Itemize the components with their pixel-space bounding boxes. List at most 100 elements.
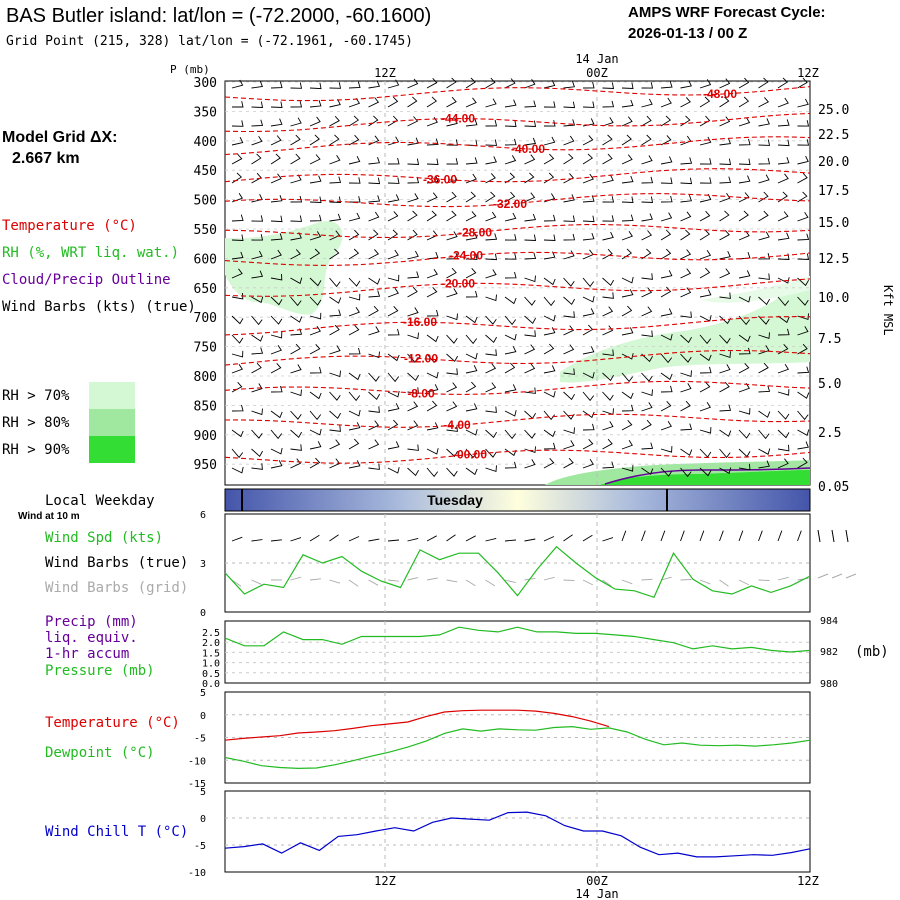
wind-barb-1-23 xyxy=(680,97,691,108)
wind-barb-4-13 xyxy=(485,156,497,165)
wind-barb-16-22 xyxy=(660,385,673,393)
wind-barb-11-11 xyxy=(446,288,458,298)
wind-barb-15-14 xyxy=(504,362,516,374)
kft-tick-6: 10.0 xyxy=(818,291,849,306)
wind-barb-4-4 xyxy=(309,154,321,165)
wind-barb-7-23 xyxy=(680,211,692,222)
wind-barb-18-27 xyxy=(758,429,770,440)
wind-barb-14-14 xyxy=(504,346,517,355)
wind-barb-1-9 xyxy=(407,96,418,108)
wind-barb-2-6 xyxy=(348,115,360,127)
wind-barb-15-0 xyxy=(231,363,243,374)
wind-barb-12-10 xyxy=(426,309,439,317)
weekday-band: Tuesday xyxy=(224,488,811,512)
wind-barb-4-20 xyxy=(621,154,633,165)
temperature-label: Temperature (°C) xyxy=(45,715,180,731)
wind-barb-15-25 xyxy=(719,364,731,374)
wind-barb-11-21 xyxy=(641,287,653,298)
wind-barb-3-16 xyxy=(543,136,556,146)
rh-level-label-0: RH > 70% xyxy=(2,388,70,404)
wind-barb-1-15 xyxy=(524,100,537,108)
wind-barb-10-9 xyxy=(407,271,420,279)
wind-barb-4-19 xyxy=(602,153,613,165)
wind-barb-20-22 xyxy=(660,467,673,477)
wind-barb-14-2 xyxy=(270,344,282,355)
wind-barb-0-6 xyxy=(348,81,361,89)
wind-barb-14-12 xyxy=(465,352,478,360)
wind-barb-17-25 xyxy=(719,404,732,412)
wind-barb-1-17 xyxy=(563,101,576,109)
wind-barb-3-3 xyxy=(290,134,301,146)
wind-barb-0-28 xyxy=(777,77,789,89)
wind-barb-3-21 xyxy=(641,134,652,146)
model-grid-label: Model Grid ΔX: xyxy=(2,129,118,146)
pressure-line xyxy=(224,626,811,653)
wind-barb-4-3 xyxy=(290,153,301,165)
wind-barb-19-25 xyxy=(719,448,731,459)
surface-barb-true-12 xyxy=(465,535,476,542)
wind-barb-16-23 xyxy=(680,383,692,393)
wind-barb-10-26 xyxy=(738,270,751,279)
wind-barb-10-22 xyxy=(660,270,673,279)
wind-barb-17-23 xyxy=(680,400,691,412)
surface-barb-true-8 xyxy=(387,539,400,542)
wind-barb-7-17 xyxy=(563,215,576,222)
temperature-contour-1 xyxy=(224,112,811,133)
kft-tick-3: 17.5 xyxy=(818,184,849,199)
wind-barb-6-18 xyxy=(582,195,595,203)
barb-overflow-true-1 xyxy=(831,529,835,543)
wind-barb-9-26 xyxy=(738,252,751,260)
pressure-unit: (mb) xyxy=(855,644,889,660)
wind-barb-3-18 xyxy=(582,135,594,146)
kft-axis-label: Kft MSL xyxy=(881,285,895,336)
wind-barb-4-24 xyxy=(699,158,712,165)
wind-barb-5-23 xyxy=(680,177,693,185)
rh-swatch-2 xyxy=(89,436,135,463)
wind-barb-14-29 xyxy=(797,343,808,355)
wind-barb-17-11 xyxy=(446,401,458,412)
wind-barb-0-22 xyxy=(660,81,673,89)
wind-barb-8-29 xyxy=(797,233,810,241)
wind-barb-12-27 xyxy=(758,315,770,325)
wind-barb-8-20 xyxy=(621,230,633,241)
wind-barb-4-25 xyxy=(719,158,732,165)
wind-barb-10-7 xyxy=(368,277,381,285)
wind-barb-8-0 xyxy=(231,234,244,241)
wind-barb-18-23 xyxy=(680,423,693,431)
wind-barb-3-22 xyxy=(660,135,672,146)
wind-barb-20-2 xyxy=(270,460,283,469)
wind-barb-8-3 xyxy=(290,232,302,241)
wind-at-label: Wind at 10 m xyxy=(18,511,80,522)
wind-barb-7-3 xyxy=(290,215,303,222)
wind-barb-19-15 xyxy=(524,446,536,454)
wind-barb-19-21 xyxy=(641,442,654,450)
wind-barb-4-21 xyxy=(641,155,653,165)
precip-tick-0: 2.5 xyxy=(202,628,220,639)
wind-barb-0-12 xyxy=(465,77,476,89)
wind-barbs-grid-label: Wind Barbs (grid) xyxy=(45,580,188,596)
wind-barb-5-27 xyxy=(758,174,770,184)
surface-barb-grid-5 xyxy=(329,579,341,584)
wind-barb-20-13 xyxy=(485,465,497,473)
wind-barb-20-28 xyxy=(777,458,789,469)
wind-barb-6-29 xyxy=(797,191,808,203)
wind-barb-6-15 xyxy=(524,192,536,203)
surface-barb-true-10 xyxy=(426,535,437,542)
wind-barb-17-20 xyxy=(621,404,634,412)
dewpoint-line xyxy=(224,725,811,770)
wind-barb-3-20 xyxy=(621,134,632,146)
wind-barb-17-18 xyxy=(582,410,595,419)
temperature-contour-label-3: -36.00 xyxy=(423,172,457,186)
rh-level-label-1: RH > 80% xyxy=(2,415,70,431)
surface-barb-true-22 xyxy=(660,530,666,542)
wind-barb-20-10 xyxy=(426,467,439,478)
wind-chill-panel: 5 0 -5 -10 12Z 00Z 12Z 14 Jan xyxy=(188,787,819,900)
wind-barb-1-0 xyxy=(232,101,244,108)
wind-barb-11-0 xyxy=(231,292,244,300)
wind-barb-17-22 xyxy=(660,401,672,412)
wind-barb-13-3 xyxy=(290,328,303,336)
wind-barb-17-6 xyxy=(348,409,361,417)
wind-barb-15-7 xyxy=(368,372,380,382)
wind-barb-17-3 xyxy=(290,410,302,420)
page-title: BAS Butler island: lat/lon = (-72.2000, … xyxy=(6,5,431,27)
